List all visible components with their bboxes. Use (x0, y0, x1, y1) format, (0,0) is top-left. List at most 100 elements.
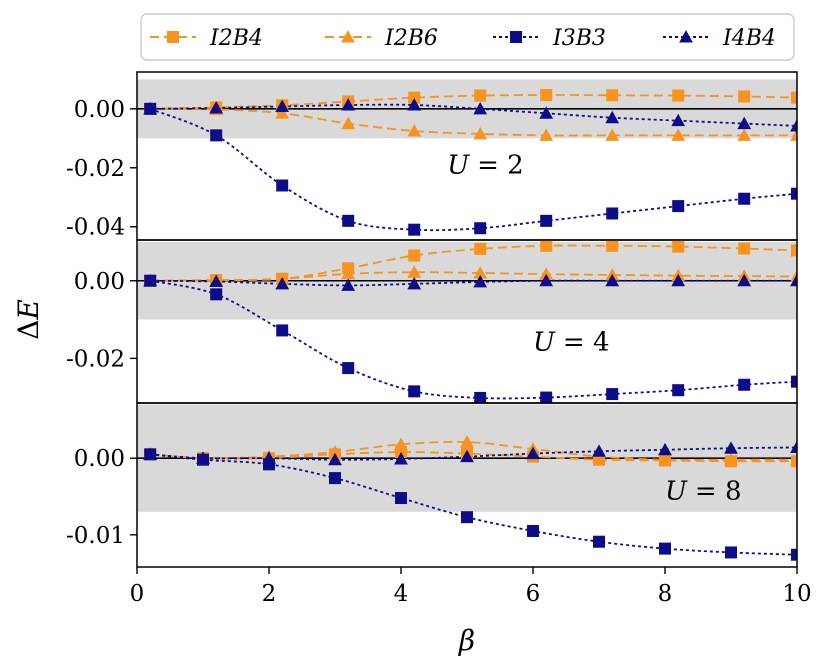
point-I4B4 (592, 444, 606, 457)
point-I4B4 (473, 275, 488, 288)
point-I3B3 (540, 214, 553, 227)
point-I4B4 (658, 442, 672, 456)
point-I3B3 (395, 492, 407, 505)
point-I2B6 (790, 452, 797, 466)
y-axis-label-prefix: Δ (12, 320, 45, 340)
point-I3B3 (408, 223, 421, 236)
legend-marker-I2B6 (341, 30, 355, 43)
point-I4B4 (143, 101, 158, 115)
legend-label-I2B6: I2B6 (384, 26, 438, 51)
point-I2B4 (408, 91, 421, 104)
legend-label-I2B4: I2B4 (209, 26, 263, 51)
point-I3B3 (725, 546, 737, 559)
x-axis: 0 2 4 6 8 10 (130, 567, 812, 607)
series-line-I4B4 (150, 446, 797, 461)
point-I4B4 (341, 98, 356, 111)
point-I2B4 (606, 240, 619, 252)
y-axis-label-symbol: E (12, 299, 45, 320)
point-I2B4 (540, 88, 553, 101)
point-I2B6 (341, 266, 356, 280)
point-I3B3 (791, 548, 797, 561)
series-group (143, 435, 797, 561)
point-I4B4 (737, 116, 752, 130)
annotation-eq: = 4 (563, 328, 610, 358)
x-tick-label: 6 (526, 581, 541, 607)
annotation-var: U (447, 151, 470, 181)
point-I4B4 (605, 110, 620, 124)
point-I3B3 (210, 129, 223, 142)
point-I3B3 (210, 288, 223, 301)
point-I2B6 (394, 437, 408, 450)
point-I4B4 (407, 276, 422, 290)
y-tick-label: -0.02 (66, 346, 125, 372)
point-I4B4 (724, 441, 738, 454)
point-I2B6 (473, 126, 488, 140)
point-I4B4 (539, 106, 554, 119)
panel-annotation: U = 8 (665, 477, 742, 507)
legend-frame (140, 13, 795, 61)
point-I3B3 (672, 200, 685, 213)
point-I2B6 (328, 445, 342, 458)
point-I3B3 (593, 535, 605, 548)
point-I4B4 (473, 101, 488, 115)
point-I4B4 (790, 119, 797, 132)
panel-1: 0.00 -0.02 -0.04 U = 2 (66, 71, 798, 241)
y-tick-label: -0.02 (66, 156, 125, 182)
point-I2B4 (474, 242, 487, 255)
point-I4B4 (539, 273, 554, 287)
point-I4B4 (262, 451, 276, 464)
legend-entry: I2B6 (325, 26, 438, 51)
legend-marker-I2B4 (167, 31, 179, 43)
point-I2B4 (474, 89, 487, 102)
point-I3B3 (474, 222, 487, 235)
legend-label-I4B4: I4B4 (722, 26, 776, 51)
point-I2B6 (473, 266, 488, 279)
x-tick-label: 4 (394, 581, 409, 607)
point-I3B3 (329, 472, 341, 485)
point-I2B4 (738, 242, 751, 255)
point-I3B3 (672, 384, 685, 397)
point-I2B6 (790, 128, 797, 141)
point-I2B6 (407, 265, 422, 278)
point-I3B3 (276, 324, 289, 337)
point-I4B4 (605, 273, 620, 287)
point-I4B4 (790, 273, 797, 287)
point-I4B4 (394, 452, 408, 465)
point-I4B4 (737, 273, 752, 287)
legend-entry: I4B4 (663, 26, 776, 51)
point-I2B6 (671, 128, 686, 141)
legend-entry: I2B4 (150, 26, 263, 51)
panels: 0.00-0.02-0.04U = 20.00-0.02U = 40.00-0.01… (66, 71, 798, 568)
point-I4B4 (341, 278, 356, 291)
point-I3B3 (659, 542, 671, 555)
legend-marker-I3B3 (510, 31, 522, 43)
point-I2B4 (791, 91, 797, 104)
legend-marker-I4B4 (679, 30, 693, 43)
panel-frame (136, 402, 798, 568)
point-I4B4 (407, 98, 422, 111)
point-I3B3 (540, 391, 553, 403)
y-axis-label: ΔE (12, 299, 45, 340)
point-I3B3 (738, 378, 751, 391)
x-tick-label: 2 (262, 581, 277, 607)
point-I4B4 (526, 446, 540, 460)
y-tick-label: 0.00 (74, 97, 125, 123)
point-I3B3 (606, 207, 619, 220)
legend-label-I3B3: I3B3 (552, 26, 606, 51)
panel-annotation: U = 4 (533, 328, 610, 358)
point-I2B4 (606, 89, 619, 102)
series-group (143, 88, 797, 236)
point-I4B4 (671, 113, 686, 127)
x-axis-label: β (458, 624, 475, 657)
point-I4B4 (143, 273, 158, 287)
y-tick-label: 0.00 (74, 446, 125, 472)
point-I4B4 (196, 451, 210, 464)
point-I3B3 (606, 388, 619, 401)
point-I2B4 (672, 89, 685, 102)
panel-3: 0.00 -0.01 U = 8 (66, 402, 798, 568)
x-tick-label: 8 (658, 581, 673, 607)
point-I2B6 (539, 128, 554, 141)
point-I2B6 (658, 452, 672, 466)
point-I2B6 (539, 267, 554, 280)
y-tick-label: -0.01 (66, 523, 125, 549)
